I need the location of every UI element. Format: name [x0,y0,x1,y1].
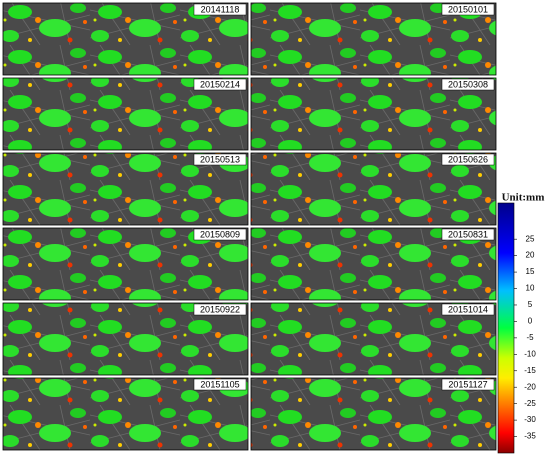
date-box [193,303,247,316]
date-label: 20150922 [200,304,240,314]
date-box [193,78,247,91]
colorbar-tick-label: 20 [526,251,535,260]
map-panel: 20150831 [250,227,497,301]
date-box [193,3,247,16]
date-label: 20150308 [448,79,488,89]
map-panel: 20141118 [2,2,249,76]
date-label: 20151014 [448,304,488,314]
date-box [441,3,495,16]
map-panel: 20151127 [250,377,497,451]
date-label: 20141118 [201,4,240,14]
colorbar-tick-label: 5 [528,300,533,309]
map-panel: 20150101 [250,2,497,76]
date-box [441,78,495,91]
colorbar-tick-label: -10 [524,349,536,358]
colorbar-tick-label: 25 [526,234,535,243]
map-panel: 20150626 [250,152,497,226]
colorbar-tick-label: -35 [524,432,536,441]
colorbar-tick-label: 10 [526,284,535,293]
colorbar-tick-label: -25 [524,399,536,408]
panels: 20141118 20150101 20150214 20150308 20150513… [2,2,497,451]
date-label: 20150809 [200,229,240,239]
map-panel: 20150809 [2,227,249,301]
date-box [441,303,495,316]
date-box [193,378,247,391]
colorbar-title: Unit:mm [502,192,545,204]
date-label: 20150626 [448,154,488,164]
date-box [441,228,495,241]
date-box [193,153,247,166]
colorbar-tick-label: 0 [528,317,533,326]
map-panel: 20151014 [250,302,497,376]
date-label: 20150831 [448,229,488,239]
colorbar-tick-label: -20 [524,382,536,391]
date-box [193,228,247,241]
map-panel: 20150922 [2,302,249,376]
date-label: 20150101 [448,4,488,14]
map-panel: 20150214 [2,77,249,151]
colorbar-tick-label: -15 [524,366,536,375]
map-panel: 20150308 [250,77,497,151]
colorbar [497,202,515,454]
date-label: 20150214 [200,79,240,89]
map-panel: 20150513 [2,152,249,226]
date-label: 20151105 [200,379,239,389]
date-label: 20151127 [448,379,487,389]
colorbar-tick-label: 15 [526,267,535,276]
date-box [441,378,495,391]
colorbar-tick-label: -30 [524,415,536,424]
map-panel: 20151105 [2,377,249,451]
colorbar-tick-label: -5 [526,333,534,342]
date-label: 20150513 [200,154,240,164]
date-box [441,153,495,166]
